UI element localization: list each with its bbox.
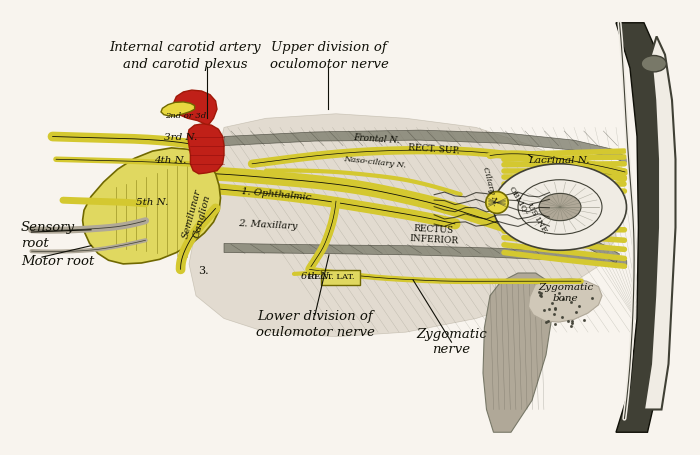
Polygon shape (528, 278, 602, 322)
Polygon shape (616, 23, 668, 432)
Text: bone: bone (553, 294, 578, 303)
Text: oculomotor nerve: oculomotor nerve (270, 58, 388, 71)
Text: Sensory: Sensory (21, 221, 75, 234)
Polygon shape (174, 90, 217, 127)
FancyBboxPatch shape (321, 270, 360, 285)
Text: RECTUS: RECTUS (414, 224, 454, 235)
Text: Semilunar
Ganglion: Semilunar Ganglion (181, 187, 214, 242)
Polygon shape (644, 36, 676, 410)
Text: RECT. LAT.: RECT. LAT. (308, 273, 354, 281)
Circle shape (494, 164, 626, 250)
Text: OBLIQ-: OBLIQ- (508, 184, 531, 216)
Text: oculomotor nerve: oculomotor nerve (256, 326, 374, 339)
Polygon shape (188, 124, 224, 174)
Text: 5th N.: 5th N. (136, 198, 169, 207)
Polygon shape (83, 148, 220, 264)
Polygon shape (161, 102, 195, 116)
Text: and carotid plexus: and carotid plexus (123, 58, 248, 71)
Text: 3.: 3. (197, 266, 209, 276)
Text: Internal carotid artery: Internal carotid artery (110, 41, 261, 54)
Text: Motor root: Motor root (21, 255, 94, 268)
Text: RECT. SUP.: RECT. SUP. (408, 143, 460, 156)
Polygon shape (487, 190, 620, 263)
Text: US INF.: US INF. (526, 202, 550, 235)
Ellipse shape (486, 192, 508, 213)
Text: INFERIOR: INFERIOR (410, 234, 459, 246)
Text: Frontal N.: Frontal N. (354, 133, 400, 145)
Text: 3rd N.: 3rd N. (164, 133, 197, 142)
Text: 2. Maxillary: 2. Maxillary (238, 219, 298, 231)
Text: Upper division of: Upper division of (271, 41, 387, 54)
Text: 2nd or 3d: 2nd or 3d (165, 112, 206, 120)
Polygon shape (224, 243, 626, 268)
Text: Zygomatic: Zygomatic (416, 328, 487, 341)
Text: 1. Ophthalmic: 1. Ophthalmic (241, 187, 312, 202)
Circle shape (641, 56, 666, 72)
Text: Ciliary N.: Ciliary N. (481, 166, 499, 207)
Text: Lower division of: Lower division of (257, 310, 373, 323)
Text: root: root (21, 237, 49, 250)
Circle shape (539, 193, 581, 221)
Polygon shape (224, 130, 626, 164)
Text: 4th N.: 4th N. (154, 156, 186, 165)
Text: 6th N.: 6th N. (301, 272, 332, 281)
Text: nerve: nerve (433, 343, 470, 356)
Text: Zygomatic: Zygomatic (538, 283, 593, 292)
Text: Lacrimal N.: Lacrimal N. (528, 156, 590, 165)
Text: Naso-ciliary N.: Naso-ciliary N. (343, 155, 407, 169)
Polygon shape (483, 273, 553, 432)
Polygon shape (189, 114, 616, 337)
